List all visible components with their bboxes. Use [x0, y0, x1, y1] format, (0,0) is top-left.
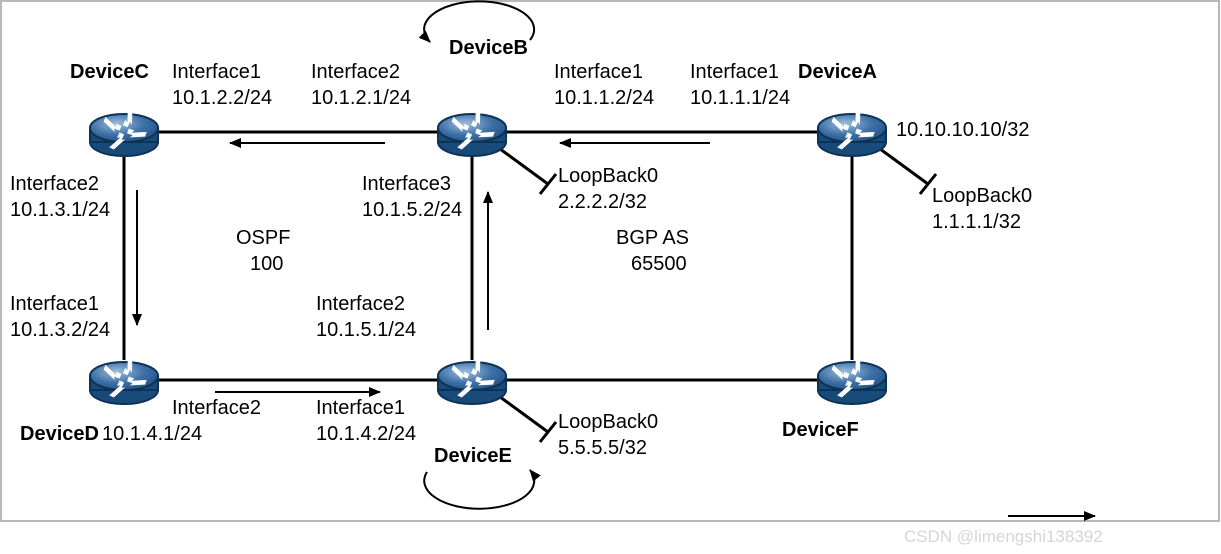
router-c-icon — [90, 108, 158, 156]
ospf-label: OSPF — [236, 226, 290, 250]
label-device-a: DeviceA — [798, 60, 877, 84]
b-if1-name: Interface1 — [554, 60, 643, 84]
c-if1-name: Interface1 — [172, 60, 261, 84]
e-if2-ip: 10.1.5.1/24 — [316, 318, 416, 342]
b-if3-name: Interface3 — [362, 172, 451, 196]
d-if1-name: Interface1 — [10, 292, 99, 316]
b-if2-ip: 10.1.2.1/24 — [311, 86, 411, 110]
c-if1-ip: 10.1.2.2/24 — [172, 86, 272, 110]
c-if2-ip: 10.1.3.1/24 — [10, 198, 110, 222]
router-a-icon — [818, 108, 886, 156]
d-if1-ip: 10.1.3.2/24 — [10, 318, 110, 342]
router-e-icon — [438, 356, 506, 404]
a-lb-name: LoopBack0 — [932, 184, 1032, 208]
diagram-stage: DeviceC DeviceB DeviceA DeviceD DeviceE … — [0, 0, 1221, 554]
watermark: CSDN @limengshi138392 — [904, 527, 1103, 547]
bgp-label: BGP AS — [616, 226, 689, 250]
ospf-num: 100 — [250, 252, 283, 276]
label-device-d: DeviceD — [20, 422, 99, 446]
c-if2-name: Interface2 — [10, 172, 99, 196]
d-if2-name: Interface2 — [172, 396, 261, 420]
a-if1-ip: 10.1.1.1/24 — [690, 86, 790, 110]
e-if1-ip: 10.1.4.2/24 — [316, 422, 416, 446]
e-if2-name: Interface2 — [316, 292, 405, 316]
router-f-icon — [818, 356, 886, 404]
self-loops — [424, 1, 534, 508]
e-if1-name: Interface1 — [316, 396, 405, 420]
a-if1-name: Interface1 — [690, 60, 779, 84]
router-d-icon — [90, 356, 158, 404]
label-device-c: DeviceC — [70, 60, 149, 84]
b-lb-name: LoopBack0 — [558, 164, 658, 188]
label-device-e: DeviceE — [434, 444, 512, 468]
b-if1-ip: 10.1.1.2/24 — [554, 86, 654, 110]
router-b-icon — [438, 108, 506, 156]
d-if2-ip: 10.1.4.1/24 — [102, 422, 202, 446]
bgp-num: 65500 — [631, 252, 687, 276]
a-lb-ip: 1.1.1.1/32 — [932, 210, 1021, 234]
b-if2-name: Interface2 — [311, 60, 400, 84]
e-lb-ip: 5.5.5.5/32 — [558, 436, 647, 460]
a-extra-ip: 10.10.10.10/32 — [896, 118, 1029, 142]
b-lb-ip: 2.2.2.2/32 — [558, 190, 647, 214]
b-if3-ip: 10.1.5.2/24 — [362, 198, 462, 222]
label-device-b: DeviceB — [449, 36, 528, 60]
e-lb-name: LoopBack0 — [558, 410, 658, 434]
label-device-f: DeviceF — [782, 418, 859, 442]
